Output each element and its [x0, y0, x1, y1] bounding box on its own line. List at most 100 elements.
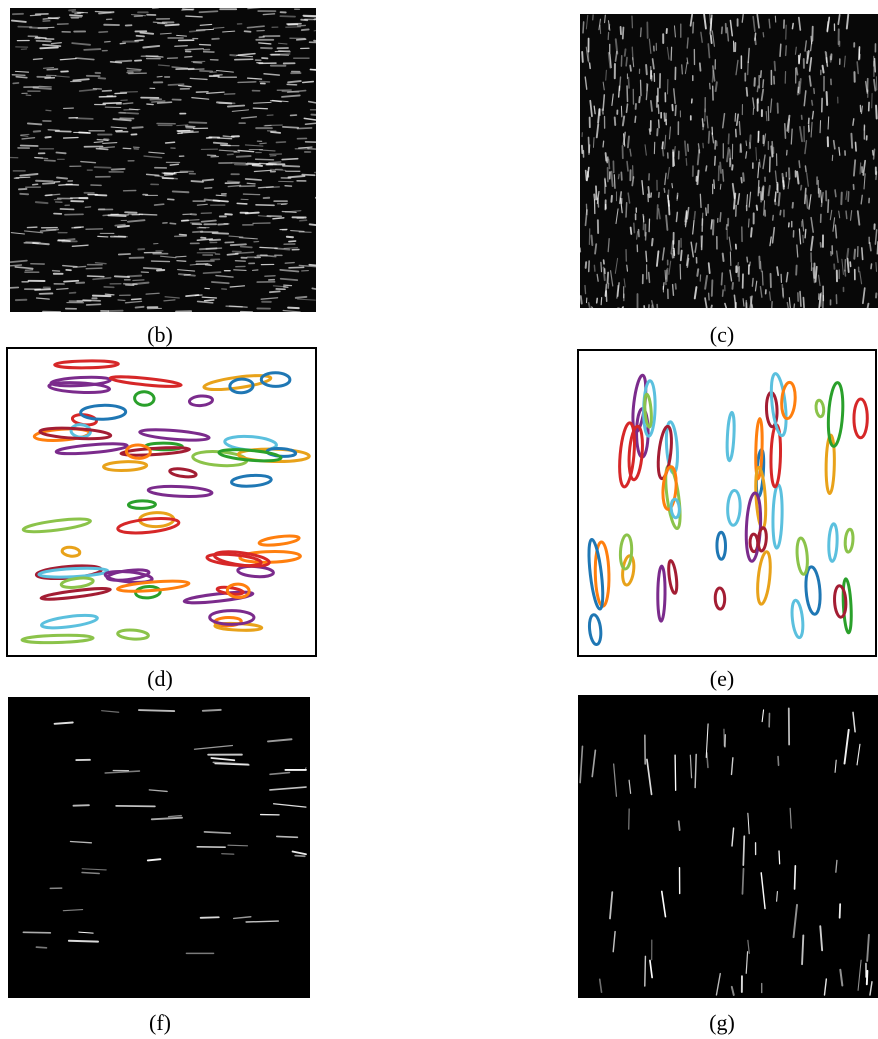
streak — [34, 131, 40, 132]
streak — [757, 206, 758, 210]
streak — [635, 116, 636, 122]
streak — [58, 240, 65, 241]
streak — [283, 166, 299, 167]
streak — [603, 141, 604, 147]
streak — [663, 148, 664, 155]
streak — [124, 284, 137, 285]
streak — [854, 250, 855, 259]
streak — [45, 137, 50, 138]
streak — [722, 27, 723, 33]
streak — [697, 171, 698, 185]
streak — [148, 859, 161, 860]
streak — [823, 66, 824, 73]
streak — [285, 263, 294, 264]
streak — [212, 282, 229, 283]
streak — [769, 19, 770, 28]
streak — [728, 134, 729, 144]
streak — [662, 142, 663, 148]
caption: (c) — [710, 322, 734, 347]
streak — [645, 956, 646, 986]
streak — [596, 186, 597, 199]
streak — [275, 51, 289, 52]
streak — [785, 124, 786, 138]
streak — [752, 278, 753, 286]
streak — [778, 757, 779, 766]
streak — [673, 285, 674, 296]
streak — [586, 171, 587, 180]
streak — [69, 10, 75, 11]
streak — [651, 101, 652, 111]
streak — [779, 193, 780, 205]
streak — [589, 137, 590, 152]
streak — [201, 917, 219, 918]
streak — [748, 48, 749, 62]
streak — [193, 232, 202, 233]
streak — [200, 248, 217, 249]
streak — [139, 710, 174, 711]
streak — [235, 261, 245, 262]
streak — [248, 163, 261, 164]
streak — [796, 68, 797, 75]
streak — [730, 252, 731, 266]
streak — [780, 211, 781, 215]
streak — [13, 83, 18, 84]
streak — [59, 184, 72, 185]
streak — [186, 126, 195, 127]
streak — [288, 81, 301, 82]
streak — [723, 290, 724, 296]
streak — [94, 142, 103, 143]
streak — [48, 18, 58, 19]
streak — [708, 44, 709, 58]
streak — [715, 156, 716, 165]
streak — [581, 296, 582, 303]
streak — [812, 101, 813, 106]
streak — [593, 138, 594, 148]
streak — [194, 62, 202, 63]
streak — [202, 220, 216, 221]
streak — [228, 105, 244, 106]
caption: (f) — [149, 1010, 171, 1035]
streak — [802, 935, 803, 964]
streak — [132, 299, 141, 300]
panel-b — [10, 7, 316, 312]
streak — [834, 141, 835, 149]
streak — [681, 251, 682, 261]
streak — [697, 269, 698, 276]
streak — [682, 65, 683, 74]
streak — [56, 153, 65, 154]
streak — [771, 146, 772, 156]
streak — [712, 280, 713, 296]
streak — [205, 200, 220, 201]
streak — [305, 123, 316, 124]
streak — [102, 91, 111, 92]
streak — [628, 78, 629, 88]
streak — [856, 142, 857, 150]
streak — [247, 183, 255, 184]
streak — [799, 79, 800, 93]
streak — [213, 233, 228, 234]
streak — [147, 174, 159, 175]
streak — [876, 263, 877, 272]
streak — [594, 265, 595, 271]
streak — [712, 71, 713, 82]
streak — [270, 54, 288, 55]
streak — [200, 45, 211, 46]
streak — [711, 305, 712, 308]
streak — [69, 941, 98, 942]
streak — [746, 141, 747, 146]
streak — [875, 59, 876, 72]
streak — [241, 247, 252, 248]
streak — [231, 244, 246, 245]
streak — [64, 281, 78, 282]
streak — [732, 283, 733, 289]
streak — [749, 219, 750, 227]
streak — [118, 236, 127, 237]
streak — [700, 194, 701, 207]
streak — [720, 163, 721, 173]
streak — [300, 220, 307, 221]
streak — [646, 251, 647, 261]
streak — [234, 270, 246, 271]
streak — [595, 244, 596, 253]
image-c — [580, 14, 878, 308]
streak — [748, 62, 749, 74]
